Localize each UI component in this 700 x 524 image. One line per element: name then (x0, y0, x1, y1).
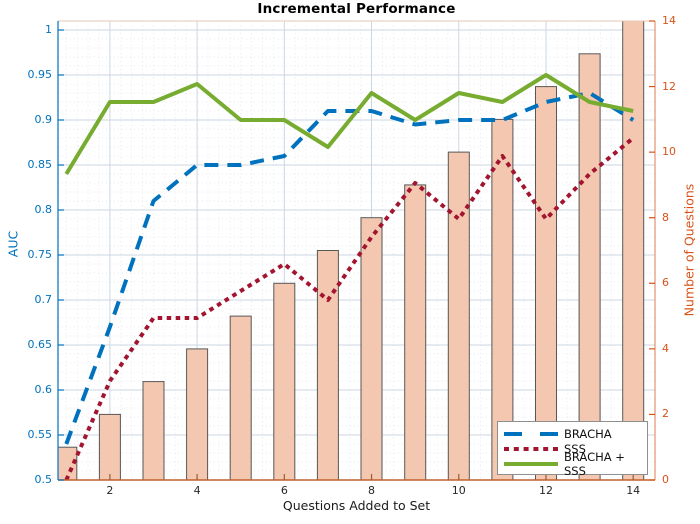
y-left-tick-label: 0.65 (27, 338, 53, 351)
y-right-tick-label: 8 (662, 210, 669, 224)
y-left-tick-label: 0.5 (34, 473, 53, 486)
series-line-bracha (64, 91, 635, 445)
bar (273, 282, 296, 480)
bar (229, 315, 252, 480)
y-left-tick-label: 0.75 (27, 248, 53, 261)
x-axis-label: Questions Added to Set (282, 498, 431, 513)
y-left-tick-label: 0.7 (34, 293, 53, 306)
legend-line-sample-icon (504, 461, 558, 466)
bar (491, 118, 514, 480)
y-left-tick-label: 0.6 (34, 383, 53, 396)
y-right-tick-label: 14 (662, 14, 676, 27)
legend-item: BRACHA + SSS (504, 450, 647, 478)
x-tick-label: 14 (626, 484, 641, 497)
series-line-bracha-sss (64, 73, 634, 176)
x-tick-label: 10 (451, 484, 466, 497)
y-right-tick-label: 2 (662, 407, 669, 421)
series-line-sss (64, 136, 635, 480)
legend-item: BRACHA (504, 426, 647, 441)
y-right-tick-label: 10 (662, 145, 676, 159)
y-left-tick-label: 0.85 (27, 158, 53, 171)
legend: BRACHA SSS BRACHA + SSS (497, 421, 648, 478)
y-left-tick-label: 0.55 (27, 428, 53, 441)
y-axis-label-right: Number of Questions (681, 183, 697, 317)
bar (360, 217, 383, 480)
y-right-tick-label: 4 (662, 341, 669, 355)
x-tick-label: 12 (538, 484, 553, 497)
y-left-tick-label: 0.9 (34, 113, 53, 126)
legend-label: BRACHA + SSS (564, 449, 625, 478)
legend-item: SSS (504, 441, 647, 456)
bar (186, 348, 209, 480)
legend-line-sample-icon (504, 446, 558, 451)
x-tick-label: 6 (280, 484, 288, 497)
bar (58, 446, 78, 480)
x-tick-label: 4 (193, 484, 201, 497)
chart-title: Incremental Performance (257, 1, 456, 17)
legend-label: SSS (564, 441, 586, 456)
bar (316, 250, 339, 480)
y-right-tick-label: 6 (662, 276, 669, 290)
bar (578, 53, 601, 480)
y-left-tick-label: 1 (45, 23, 52, 36)
bar (404, 184, 427, 480)
x-tick-label: 8 (368, 484, 376, 497)
y-left-tick-label: 0.8 (34, 203, 53, 216)
bar (622, 21, 645, 480)
legend-line-sample-icon (504, 431, 558, 436)
y-right-tick-label: 12 (662, 79, 676, 93)
bar (98, 413, 121, 480)
bar-series (58, 21, 645, 480)
line-series-group (64, 73, 635, 480)
y-right-tick-label: 0 (662, 473, 669, 486)
x-tick-label: 2 (106, 484, 114, 497)
bar (142, 381, 165, 480)
y-left-tick-label: 0.95 (27, 68, 53, 81)
bar (447, 151, 470, 480)
legend-label: BRACHA (564, 426, 612, 441)
